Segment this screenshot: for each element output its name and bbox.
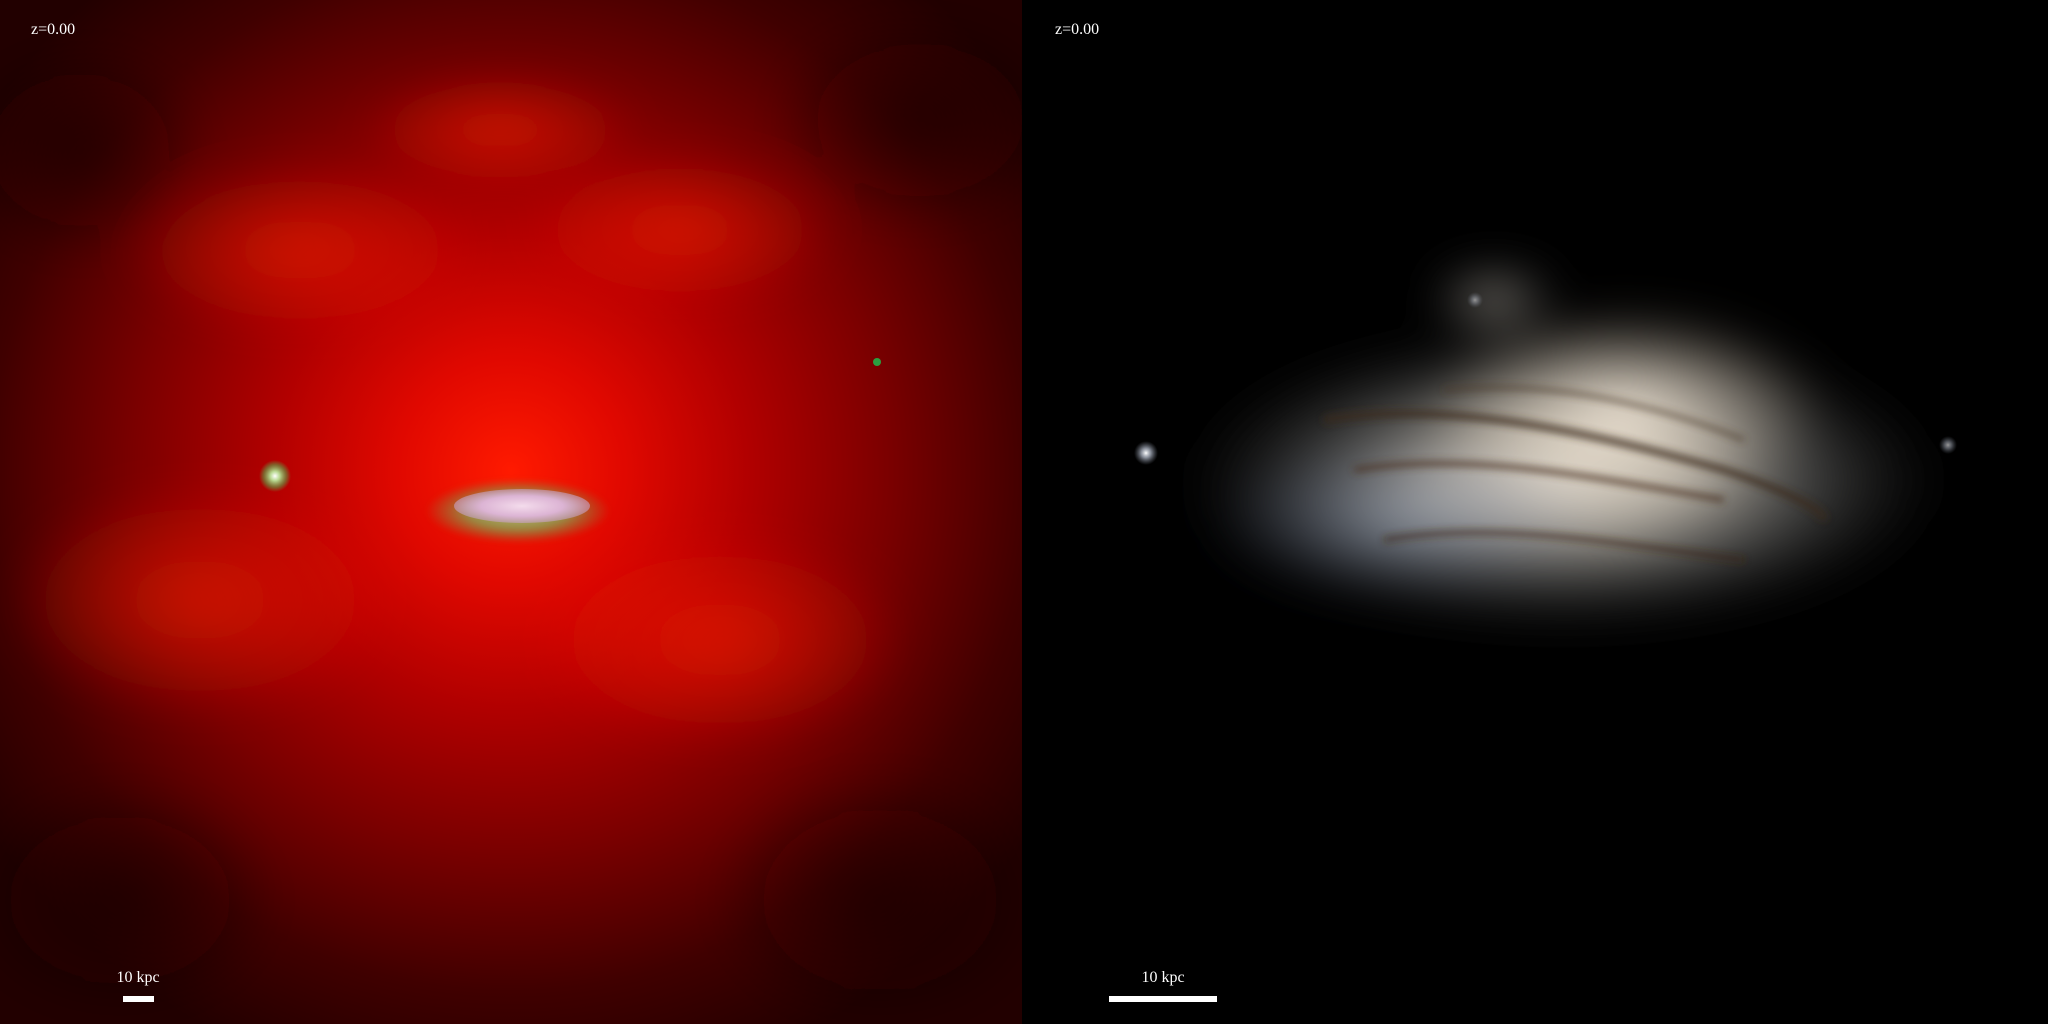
stellar-disk: [1184, 260, 1944, 630]
gas-panel: z=0.00 10 kpc: [0, 0, 1022, 1024]
gas-density-image: [0, 0, 1022, 1024]
stellar-light-image: [1024, 0, 2048, 1024]
dust-lane: [1323, 385, 1828, 563]
stellar-panel: z=0.00 10 kpc: [1024, 0, 2048, 1024]
scalebar-bar: [122, 996, 154, 1002]
gas-filaments: [0, 10, 1022, 1024]
scalebar-bar: [1109, 996, 1217, 1002]
scalebar-label: 10 kpc: [1141, 969, 1185, 986]
scalebar-label: 10 kpc: [116, 969, 160, 986]
redshift-label: z=0.00: [1055, 21, 1100, 38]
satellite-left: [1134, 441, 1158, 465]
satellite-left: [259, 460, 291, 492]
disk-core: [454, 489, 590, 523]
scalebar: 10 kpc: [110, 970, 166, 1002]
redshift-label: z=0.00: [31, 21, 76, 38]
satellite-top: [1467, 292, 1483, 308]
satellite-right: [1939, 436, 1957, 454]
satellite-right: [873, 358, 881, 366]
scalebar: 10 kpc: [1108, 970, 1218, 1002]
